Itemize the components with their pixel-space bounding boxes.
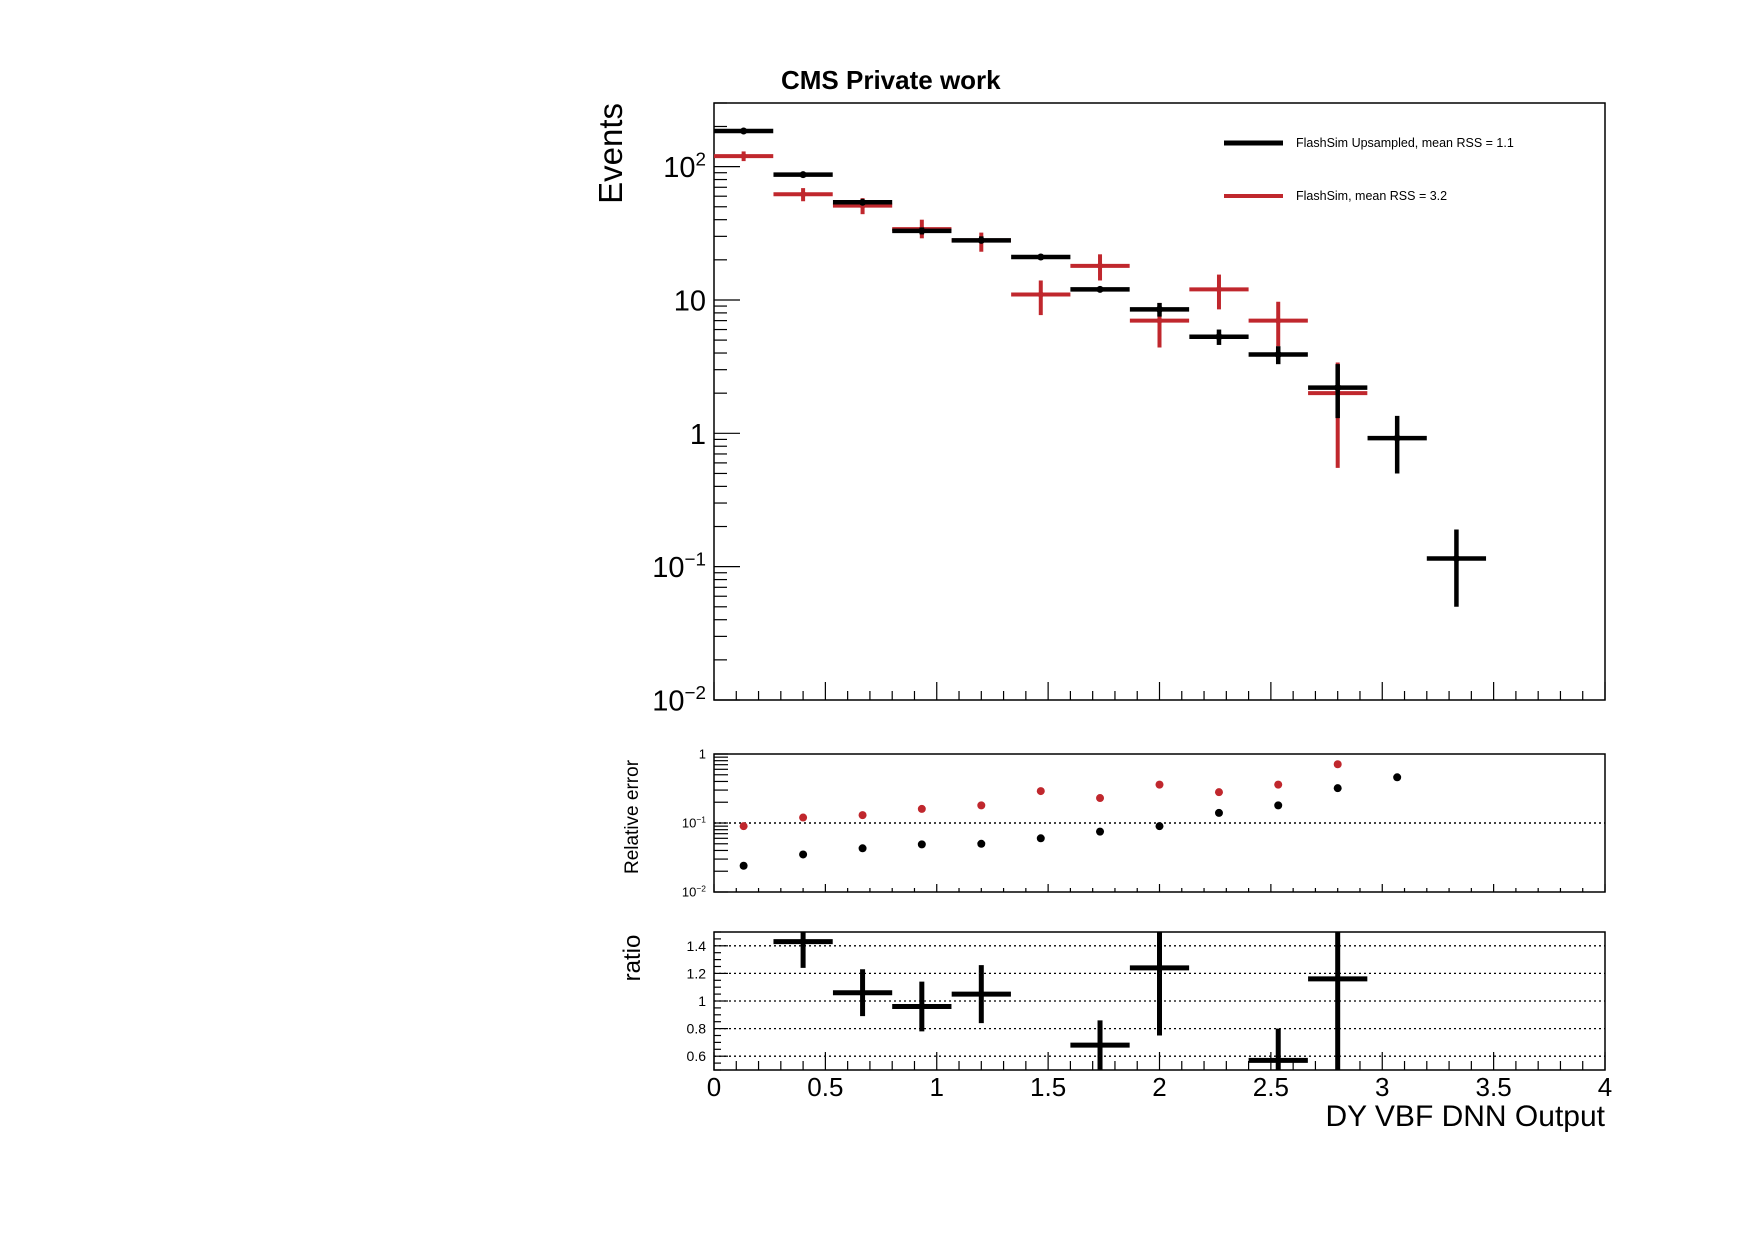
upsampled-point xyxy=(740,127,748,135)
upsampled-relerr-point xyxy=(799,850,808,859)
x-tick-label: 1 xyxy=(930,1072,944,1102)
main-y-tick-label: 1 xyxy=(690,419,706,451)
ratio-panel: 0.6 0.8 1 1.2 1.4 0 0.5 1 1.5 2 2.5 3 3.5 4 ratio DY… xyxy=(619,931,1612,1133)
x-tick-label: 3 xyxy=(1375,1072,1389,1102)
ratio-y-tick-label: 0.8 xyxy=(687,1021,707,1037)
main-panel: 102 10 1 10−1 10−2 Events FlashSim Upsampled… xyxy=(592,102,1606,717)
ratio-y-tick-label: 1 xyxy=(698,993,706,1009)
flashsim-point xyxy=(740,153,747,160)
upsampled-relerr-point xyxy=(1393,773,1402,782)
ratio-point xyxy=(859,989,866,996)
upsampled-point xyxy=(1156,305,1163,313)
upsampled-relerr-point xyxy=(1036,834,1045,843)
ratio-y-tick-label: 1.4 xyxy=(687,938,707,954)
ratio-y-tick-labels: 0.6 0.8 1 1.2 1.4 xyxy=(687,938,707,1064)
x-tick-label: 2.5 xyxy=(1253,1072,1289,1102)
upsampled-relerr-point xyxy=(1333,784,1342,793)
ratio-y-axis-label: ratio xyxy=(619,935,646,982)
upsampled-point xyxy=(918,227,926,235)
ratio-series xyxy=(773,932,1368,1070)
upsampled-point xyxy=(1274,350,1282,358)
x-tick-label: 4 xyxy=(1598,1072,1612,1102)
ratio-point xyxy=(978,991,985,998)
ratio-point xyxy=(1275,1057,1282,1064)
x-tick-label: 2 xyxy=(1152,1072,1166,1102)
x-tick-label: 3.5 xyxy=(1476,1072,1512,1102)
ratio-x-ticks xyxy=(713,1052,1606,1070)
flashsim-relerr-point xyxy=(739,822,748,831)
flashsim-relerr-point xyxy=(1214,788,1223,797)
x-tick-label: 0.5 xyxy=(807,1072,843,1102)
main-y-ticks xyxy=(714,102,740,701)
upsampled-point xyxy=(1096,285,1104,293)
main-frame xyxy=(713,102,1606,701)
ratio-y-tick-label: 1.2 xyxy=(687,965,707,981)
flashsim-point xyxy=(1215,286,1222,293)
relative-error-y-ticks xyxy=(714,753,728,893)
flashsim-relerr-point xyxy=(977,801,986,810)
rel-y-tick-label: 10−2 xyxy=(682,883,706,899)
flashsim-relerr-point xyxy=(799,813,808,822)
relative-error-y-tick-labels: 1 10−1 10−2 xyxy=(682,747,706,900)
legend-label-upsampled: FlashSim Upsampled, mean RSS = 1.1 xyxy=(1296,136,1514,150)
upsampled-relerr-point xyxy=(917,840,926,849)
flashsim-point xyxy=(1097,262,1104,269)
x-tick-label: 0 xyxy=(707,1072,721,1102)
x-tick-labels: 0 0.5 1 1.5 2 2.5 3 3.5 4 xyxy=(707,1072,1612,1102)
ratio-point xyxy=(1097,1042,1104,1049)
relative-error-y-axis-label: Relative error xyxy=(622,759,643,874)
main-y-axis-label: Events xyxy=(592,103,629,204)
main-y-tick-label: 10−1 xyxy=(652,548,706,584)
upsampled-relerr-point xyxy=(977,839,986,848)
flashsim-relerr-point xyxy=(1096,794,1105,803)
main-y-tick-labels: 102 10 1 10−1 10−2 xyxy=(652,148,706,717)
relative-error-series xyxy=(739,760,1402,870)
upsampled-relerr-point xyxy=(1096,827,1105,836)
ratio-point xyxy=(1156,964,1163,971)
flashsim-relerr-point xyxy=(1274,780,1283,789)
main-series xyxy=(714,127,1487,607)
upsampled-point xyxy=(1393,434,1401,442)
upsampled-point xyxy=(1037,253,1045,261)
main-y-tick-label: 10−2 xyxy=(652,682,706,718)
ratio-point xyxy=(800,938,807,945)
ratio-y-ticks xyxy=(714,931,728,1071)
upsampled-relerr-point xyxy=(739,861,748,870)
upsampled-point xyxy=(1452,555,1460,563)
page-title: CMS Private work xyxy=(781,65,1001,95)
flashsim-relerr-point xyxy=(917,804,926,813)
flashsim-point xyxy=(1156,317,1163,324)
rel-y-tick-label: 1 xyxy=(699,747,706,762)
ratio-point xyxy=(1334,975,1341,982)
upsampled-relerr-point xyxy=(1274,801,1283,810)
upsampled-point xyxy=(859,198,867,206)
upsampled-point xyxy=(799,171,807,179)
upsampled-point xyxy=(1215,333,1223,341)
upsampled-point xyxy=(1334,384,1342,392)
upsampled-point xyxy=(977,236,985,244)
rel-y-tick-label: 10−1 xyxy=(682,814,706,830)
upsampled-relerr-point xyxy=(858,844,867,853)
flashsim-relerr-point xyxy=(1155,780,1164,789)
flashsim-point xyxy=(1037,291,1044,298)
legend-label-flashsim: FlashSim, mean RSS = 3.2 xyxy=(1296,189,1447,203)
ratio-y-tick-label: 0.6 xyxy=(687,1048,707,1064)
upsampled-relerr-point xyxy=(1155,822,1164,831)
x-tick-label: 1.5 xyxy=(1030,1072,1066,1102)
ratio-point xyxy=(918,1003,925,1010)
main-y-tick-label: 10 xyxy=(674,285,706,317)
flashsim-relerr-point xyxy=(858,811,867,820)
relative-error-x-ticks xyxy=(713,884,1606,892)
flashsim-relerr-point xyxy=(1333,760,1342,769)
relative-error-panel: 1 10−1 10−2 Relative error xyxy=(622,747,1606,900)
flashsim-point xyxy=(1275,317,1282,324)
flashsim-point xyxy=(800,191,807,198)
upsampled-relerr-point xyxy=(1214,808,1223,817)
x-axis-label: DY VBF DNN Output xyxy=(1325,1100,1605,1133)
legend: FlashSim Upsampled, mean RSS = 1.1 Flash… xyxy=(1224,136,1514,203)
main-x-ticks xyxy=(713,682,1606,700)
flashsim-relerr-point xyxy=(1036,787,1045,796)
main-y-tick-label: 102 xyxy=(663,148,706,184)
